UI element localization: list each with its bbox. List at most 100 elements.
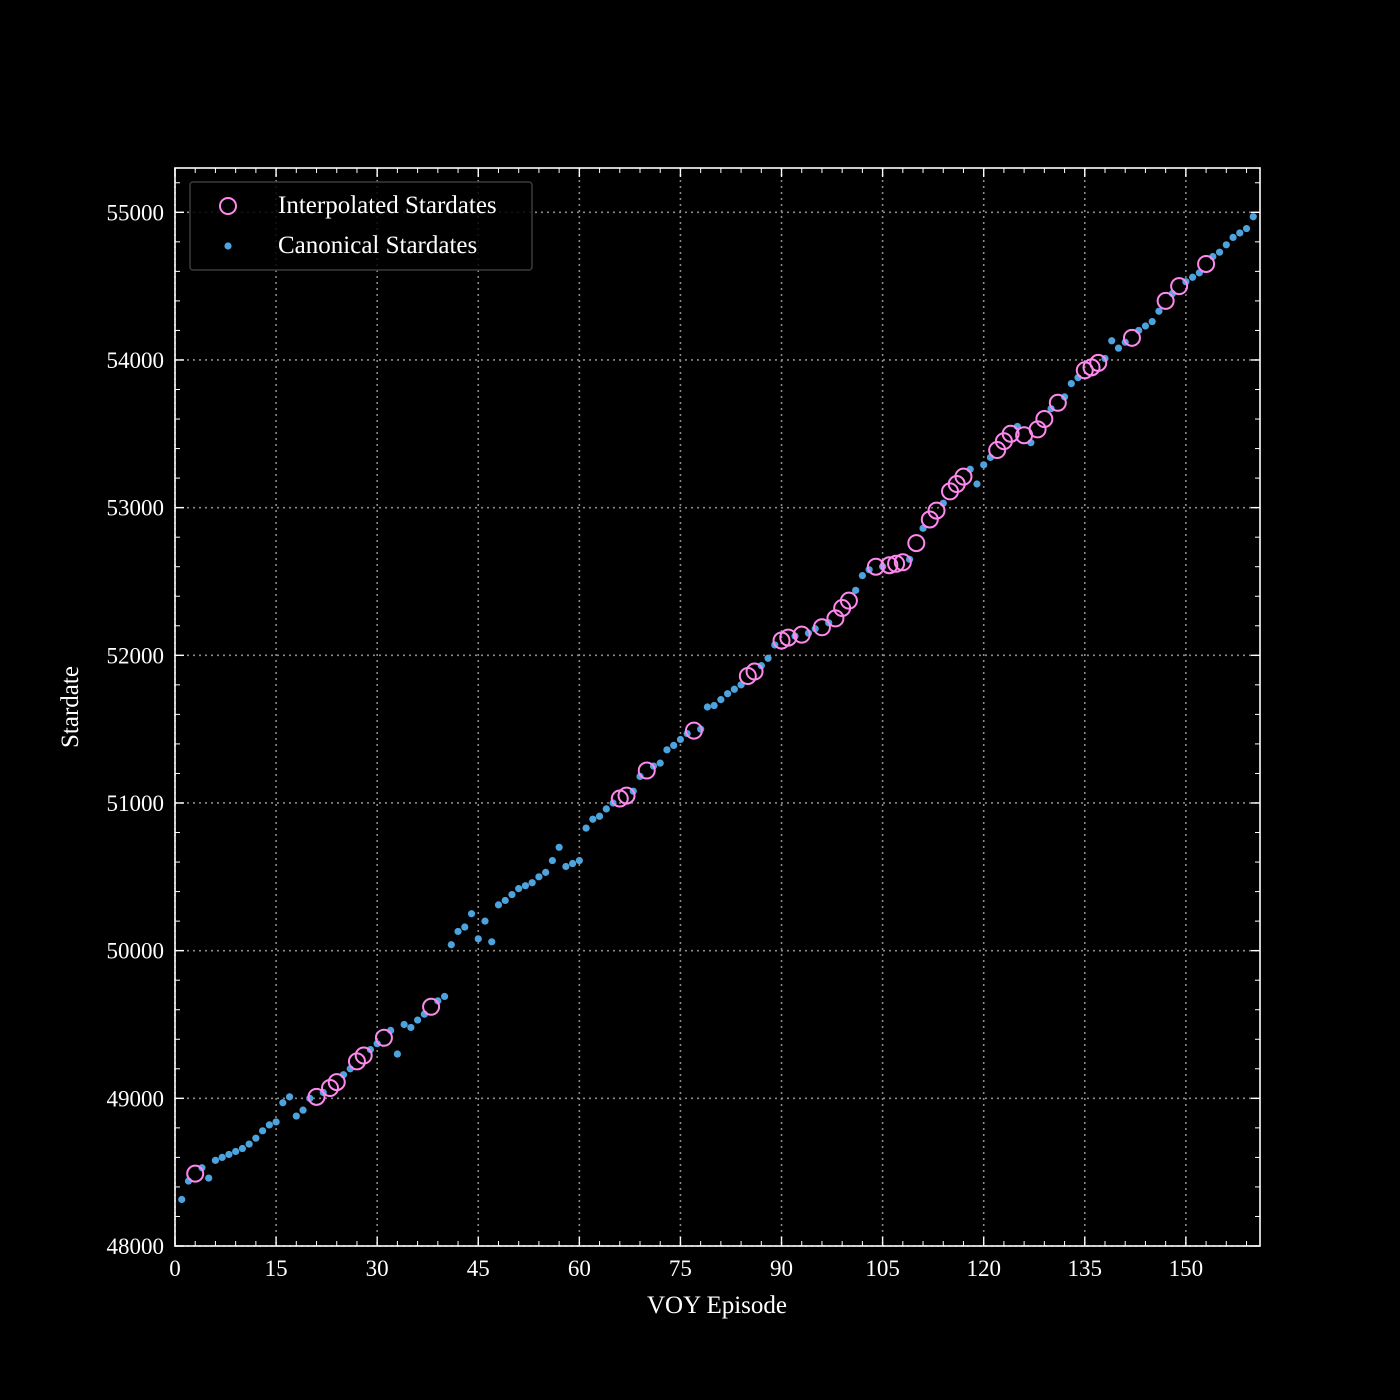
- interpolated-stardate-point: [1089, 353, 1108, 372]
- canonical-stardate-point: [1108, 337, 1116, 345]
- legend-label-canonical: Canonical Stardates: [278, 232, 477, 259]
- interpolated-stardate-point: [617, 786, 636, 805]
- canonical-stardate-point: [259, 1127, 267, 1135]
- y-tick-label: 52000: [107, 643, 165, 668]
- interpolated-stardate-point: [792, 625, 811, 644]
- canonical-stardate-point: [454, 927, 462, 936]
- x-tick-label: 30: [366, 1256, 389, 1281]
- y-axis-label: Stardate: [57, 666, 84, 748]
- canonical-stardate-point: [393, 1050, 401, 1058]
- y-tick-label: 55000: [107, 200, 165, 225]
- canonical-stardate-point: [211, 1156, 220, 1164]
- major-ticks: [174, 168, 1260, 1247]
- canonical-stardate-point: [252, 1134, 260, 1142]
- canonical-stardate-point: [245, 1140, 253, 1148]
- canonical-stardate-point: [521, 882, 530, 890]
- canonical-stardate-point: [1148, 317, 1156, 326]
- canonical-stardate-point: [400, 1020, 408, 1029]
- interpolated-stardate-point: [327, 1073, 346, 1092]
- canonical-stardate-point: [272, 1118, 280, 1126]
- y-tick-label: 51000: [107, 791, 165, 816]
- canonical-stardate-point: [481, 917, 489, 925]
- interpolated-stardate-point: [1122, 328, 1141, 347]
- canonical-stardate-point: [292, 1112, 300, 1120]
- interpolated-stardate-point: [927, 501, 946, 520]
- canonical-stardate-point: [724, 690, 732, 698]
- interpolated-stardate-point: [887, 554, 906, 573]
- canonical-stardate-point: [447, 941, 455, 949]
- canonical-stardate-point: [1242, 224, 1251, 233]
- canonical-stardate-point: [528, 879, 536, 887]
- canonical-stardate-point: [1067, 380, 1075, 388]
- canonical-stardate-point: [1155, 307, 1163, 315]
- canonical-stardate-point: [238, 1144, 246, 1153]
- y-tick-label: 54000: [107, 348, 165, 373]
- x-tick-label: 60: [568, 1256, 591, 1281]
- canonical-stardate-point: [852, 586, 860, 594]
- canonical-stardate-point: [467, 910, 476, 918]
- canonical-stardate-point: [461, 923, 469, 931]
- legend-marker-interpolated: [219, 197, 237, 215]
- canonical-stardate-point: [555, 843, 563, 851]
- canonical-stardate-point: [1189, 273, 1197, 281]
- x-tick-label: 90: [770, 1256, 793, 1281]
- canonical-stardate-point: [501, 896, 509, 905]
- interpolated-stardate-point: [880, 556, 899, 575]
- interpolated-stardate-point: [1197, 254, 1216, 273]
- canonical-stardate-point: [440, 992, 449, 1001]
- canonical-stardate-point: [535, 873, 543, 881]
- plot-frame: [174, 167, 1261, 1247]
- canonical-stardate-point: [656, 759, 664, 767]
- x-tick-label: 45: [467, 1256, 490, 1281]
- canonical-stardate-point: [414, 1016, 422, 1024]
- interpolated-stardate-point: [1156, 291, 1175, 310]
- legend-box: [189, 181, 533, 271]
- interpolated-stardate-point: [1048, 393, 1067, 412]
- x-tick-label: 135: [1068, 1256, 1103, 1281]
- canonical-stardate-point: [225, 1150, 233, 1159]
- interpolated-stardate-point: [307, 1087, 326, 1106]
- plot-area-background: [175, 168, 1260, 1246]
- interpolated-stardate-point: [1035, 410, 1054, 429]
- interpolated-stardate-point: [354, 1046, 373, 1065]
- x-axis-label: VOY Episode: [647, 1292, 787, 1319]
- interpolated-stardate-point: [422, 997, 441, 1016]
- interpolated-stardate-point: [1170, 277, 1189, 296]
- canonical-stardate-point: [569, 859, 577, 868]
- y-tick-labels: 48000 49000 50000 51000 52000 53000 54000 55000: [107, 200, 165, 1259]
- interpolated-stardate-point: [186, 1164, 205, 1183]
- canonical-stardate-point: [299, 1106, 307, 1114]
- canonical-stardate-point: [285, 1093, 294, 1101]
- x-tick-label: 120: [966, 1256, 1001, 1281]
- canonical-stardate-point: [589, 815, 597, 823]
- x-tick-label: 15: [265, 1256, 288, 1281]
- canonical-stardate-point: [474, 935, 482, 943]
- canonical-stardate-point: [595, 812, 604, 820]
- canonical-stardate-point: [1236, 229, 1244, 237]
- interpolated-stardate-point: [374, 1028, 393, 1047]
- x-tick-label: 105: [865, 1256, 900, 1281]
- canonical-stardate-point: [602, 805, 610, 813]
- x-tick-label: 75: [669, 1256, 692, 1281]
- canonical-stardate-point: [508, 890, 516, 899]
- y-tick-label: 50000: [107, 939, 165, 964]
- canonical-stardate-point: [1215, 248, 1224, 256]
- interpolated-stardate-point: [745, 662, 764, 681]
- x-tick-label: 150: [1169, 1256, 1204, 1281]
- canonical-stardate-point: [407, 1023, 415, 1032]
- legend-marker-canonical: [224, 242, 232, 250]
- canonical-stardate-point: [703, 703, 711, 711]
- canonical-stardate-point: [265, 1121, 273, 1129]
- canonical-stardate-point: [232, 1147, 240, 1156]
- minor-ticks: [175, 168, 1260, 1246]
- canonical-stardate-point: [717, 696, 725, 704]
- canonical-stardate-point: [582, 824, 590, 832]
- canonical-stardate-point: [980, 461, 988, 469]
- canonical-stardate-point: [1229, 233, 1237, 242]
- canonical-stardate-point: [764, 654, 772, 662]
- legend: Interpolated Stardates Canonical Stardat…: [189, 181, 533, 271]
- interpolated-stardate-point: [866, 557, 885, 576]
- canonical-stardate-point: [542, 868, 550, 876]
